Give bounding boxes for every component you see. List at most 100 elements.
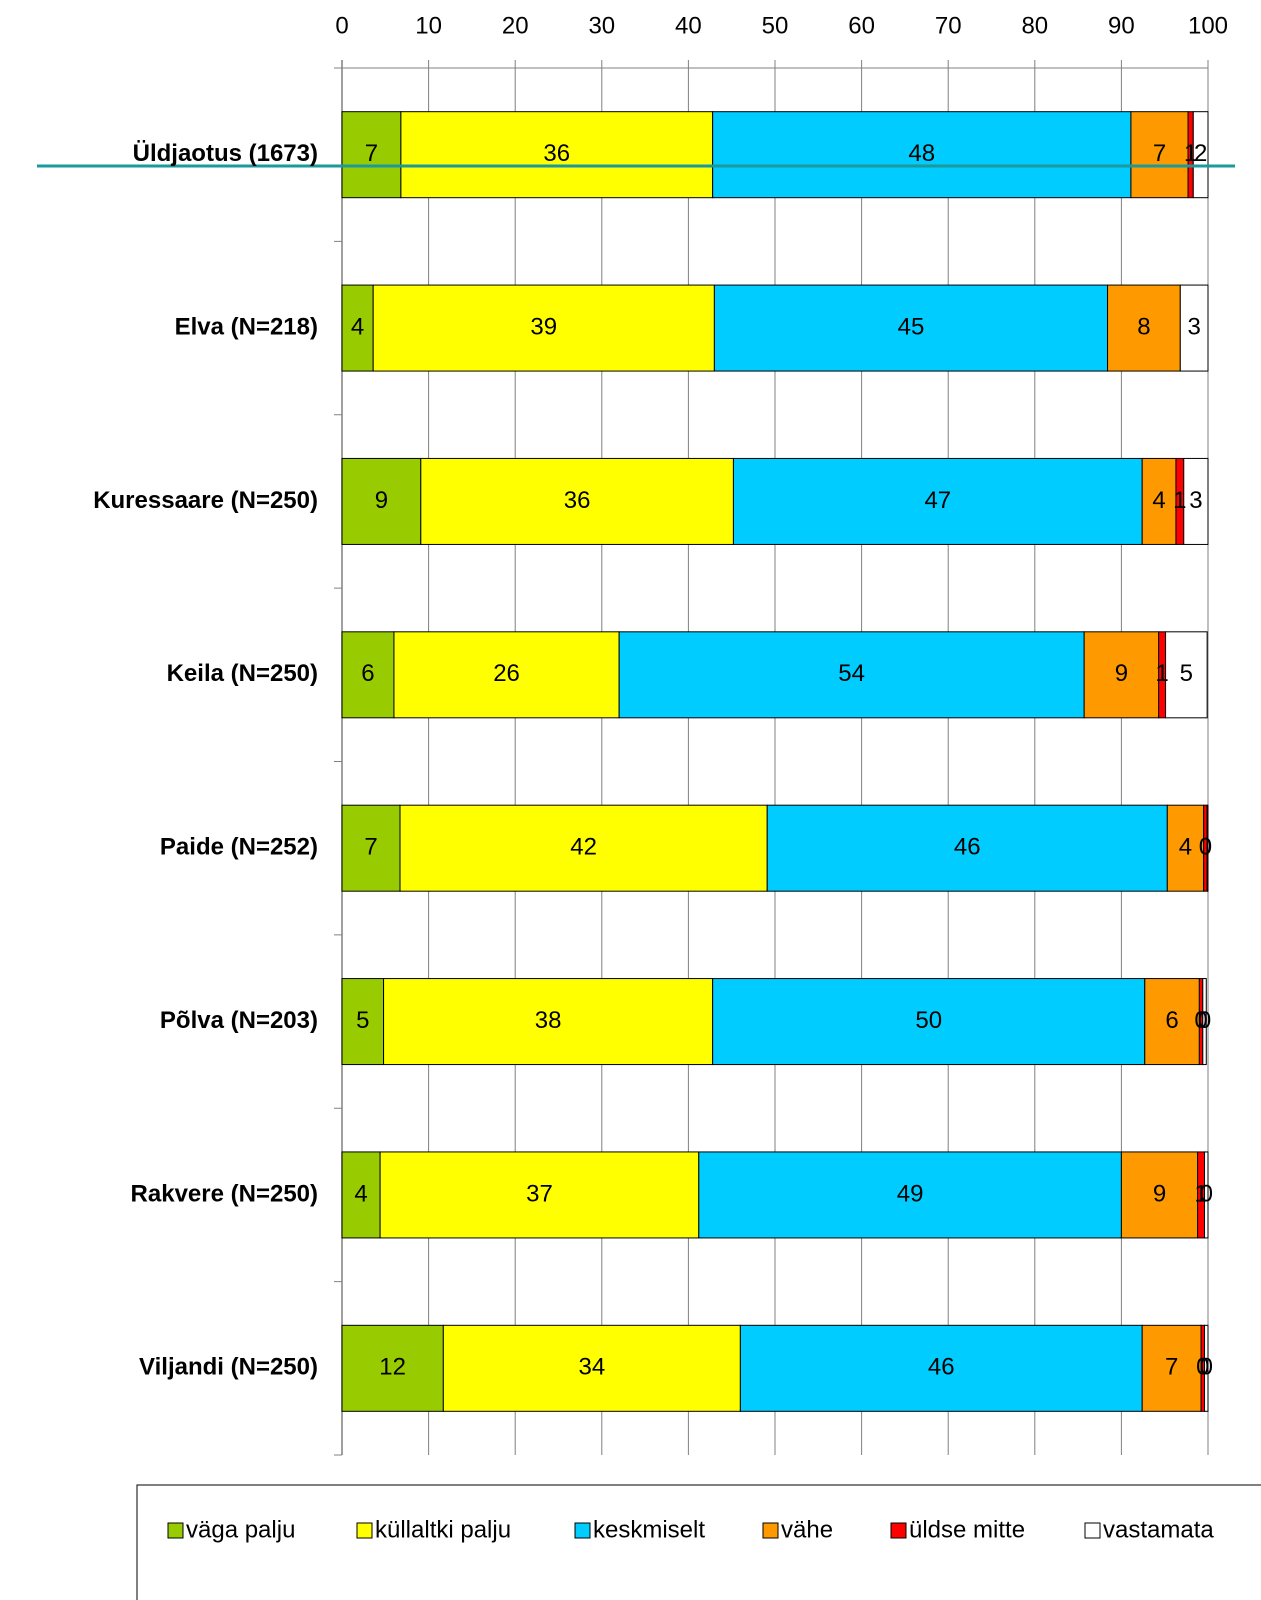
category-label: Üldjaotus (1673) bbox=[133, 140, 318, 167]
bar-segment bbox=[341, 284, 374, 372]
legend-label: üldse mitte bbox=[909, 1516, 1025, 1543]
bar-segment bbox=[1083, 631, 1160, 719]
bar-segment bbox=[341, 1324, 444, 1412]
legend-swatch bbox=[356, 1522, 373, 1539]
bar-segment bbox=[1130, 111, 1189, 199]
data-label: 34 bbox=[578, 1354, 605, 1381]
data-label: 48 bbox=[908, 140, 935, 167]
bar-segment bbox=[1179, 284, 1209, 372]
bar-segment bbox=[1120, 1151, 1199, 1239]
bar-segment bbox=[732, 457, 1143, 545]
category-label: Põlva (N=203) bbox=[160, 1007, 318, 1034]
data-label: 0 bbox=[1199, 834, 1212, 861]
data-label: 9 bbox=[375, 487, 388, 514]
x-tick-label: 90 bbox=[1108, 12, 1135, 39]
x-tick-label: 50 bbox=[762, 12, 789, 39]
bar-segment bbox=[1202, 978, 1207, 1066]
legend-swatch bbox=[167, 1522, 184, 1539]
x-tick-label: 80 bbox=[1021, 12, 1048, 39]
bar-segment bbox=[341, 111, 402, 199]
data-label: 37 bbox=[526, 1180, 553, 1207]
legend-box bbox=[136, 1484, 1261, 1600]
data-label: 7 bbox=[1153, 140, 1166, 167]
bar-segment bbox=[1204, 1324, 1209, 1412]
category-label: Elva (N=218) bbox=[175, 313, 318, 340]
bar-segment bbox=[1144, 978, 1200, 1066]
data-label: 5 bbox=[1180, 660, 1193, 687]
bar-segment bbox=[341, 1151, 381, 1239]
x-tick-label: 20 bbox=[502, 12, 529, 39]
bar-segment bbox=[1204, 1151, 1209, 1239]
x-tick-label: 10 bbox=[415, 12, 442, 39]
bar-segment bbox=[1141, 1324, 1202, 1412]
legend-swatch bbox=[1084, 1522, 1101, 1539]
bar-segment bbox=[400, 111, 714, 199]
legend-label: vähe bbox=[781, 1516, 833, 1543]
data-label: 4 bbox=[351, 313, 364, 340]
data-label: 4 bbox=[354, 1180, 367, 1207]
legend-label: keskmiselt bbox=[593, 1516, 705, 1543]
data-label: 2 bbox=[1194, 140, 1207, 167]
data-label: 7 bbox=[364, 834, 377, 861]
data-label: 54 bbox=[838, 660, 865, 687]
data-label: 42 bbox=[570, 834, 597, 861]
data-label: 9 bbox=[1115, 660, 1128, 687]
bar-segment bbox=[341, 631, 395, 719]
data-label: 36 bbox=[543, 140, 570, 167]
x-tick-label: 40 bbox=[675, 12, 702, 39]
category-label: Paide (N=252) bbox=[160, 834, 318, 861]
legend-label: vastamata bbox=[1103, 1516, 1214, 1543]
category-label: Viljandi (N=250) bbox=[139, 1354, 318, 1381]
data-label: 1 bbox=[1173, 487, 1186, 514]
bar-segment bbox=[399, 804, 768, 892]
data-label: 12 bbox=[379, 1354, 406, 1381]
data-label: 0 bbox=[1194, 1007, 1207, 1034]
bar-segment bbox=[420, 457, 734, 545]
bar-segment bbox=[712, 978, 1146, 1066]
x-tick-label: 60 bbox=[848, 12, 875, 39]
data-label: 47 bbox=[924, 487, 951, 514]
data-label: 9 bbox=[1153, 1180, 1166, 1207]
legend-label: väga palju bbox=[186, 1516, 295, 1543]
data-label: 36 bbox=[564, 487, 591, 514]
bar-segment bbox=[739, 1324, 1143, 1412]
data-label: 46 bbox=[954, 834, 981, 861]
bar-segment bbox=[1183, 457, 1209, 545]
bar-segment bbox=[379, 1151, 700, 1239]
data-label: 1 bbox=[1194, 1180, 1207, 1207]
data-label: 0 bbox=[1196, 1354, 1209, 1381]
bar-segment bbox=[341, 457, 422, 545]
bar-segment bbox=[372, 284, 715, 372]
bar-segment bbox=[618, 631, 1085, 719]
bar-segment bbox=[442, 1324, 741, 1412]
data-label: 4 bbox=[1179, 834, 1192, 861]
category-label: Keila (N=250) bbox=[167, 660, 318, 687]
data-label: 0 bbox=[1198, 1007, 1211, 1034]
bar-segment bbox=[341, 978, 385, 1066]
data-label: 39 bbox=[530, 313, 557, 340]
legend-swatch bbox=[762, 1522, 779, 1539]
x-tick-label: 70 bbox=[935, 12, 962, 39]
x-tick-label: 30 bbox=[588, 12, 615, 39]
category-label: Kuressaare (N=250) bbox=[93, 487, 318, 514]
bar-segment bbox=[1206, 804, 1209, 892]
grid bbox=[334, 60, 1209, 1456]
bars bbox=[341, 111, 1209, 1412]
bar-segment bbox=[713, 284, 1109, 372]
bar-segment bbox=[383, 978, 714, 1066]
data-label: 8 bbox=[1137, 313, 1150, 340]
data-label: 1 bbox=[1155, 660, 1168, 687]
data-label: 45 bbox=[898, 313, 925, 340]
bar-segment bbox=[1165, 631, 1208, 719]
data-label: 49 bbox=[897, 1180, 924, 1207]
data-label: 0 bbox=[1200, 1354, 1213, 1381]
data-label: 6 bbox=[361, 660, 374, 687]
data-label: 7 bbox=[1165, 1354, 1178, 1381]
data-label: 3 bbox=[1187, 313, 1200, 340]
x-tick-label: 0 bbox=[335, 12, 348, 39]
data-label: 6 bbox=[1165, 1007, 1178, 1034]
data-label: 1 bbox=[1184, 140, 1197, 167]
data-label: 4 bbox=[1152, 487, 1165, 514]
data-label: 38 bbox=[535, 1007, 562, 1034]
